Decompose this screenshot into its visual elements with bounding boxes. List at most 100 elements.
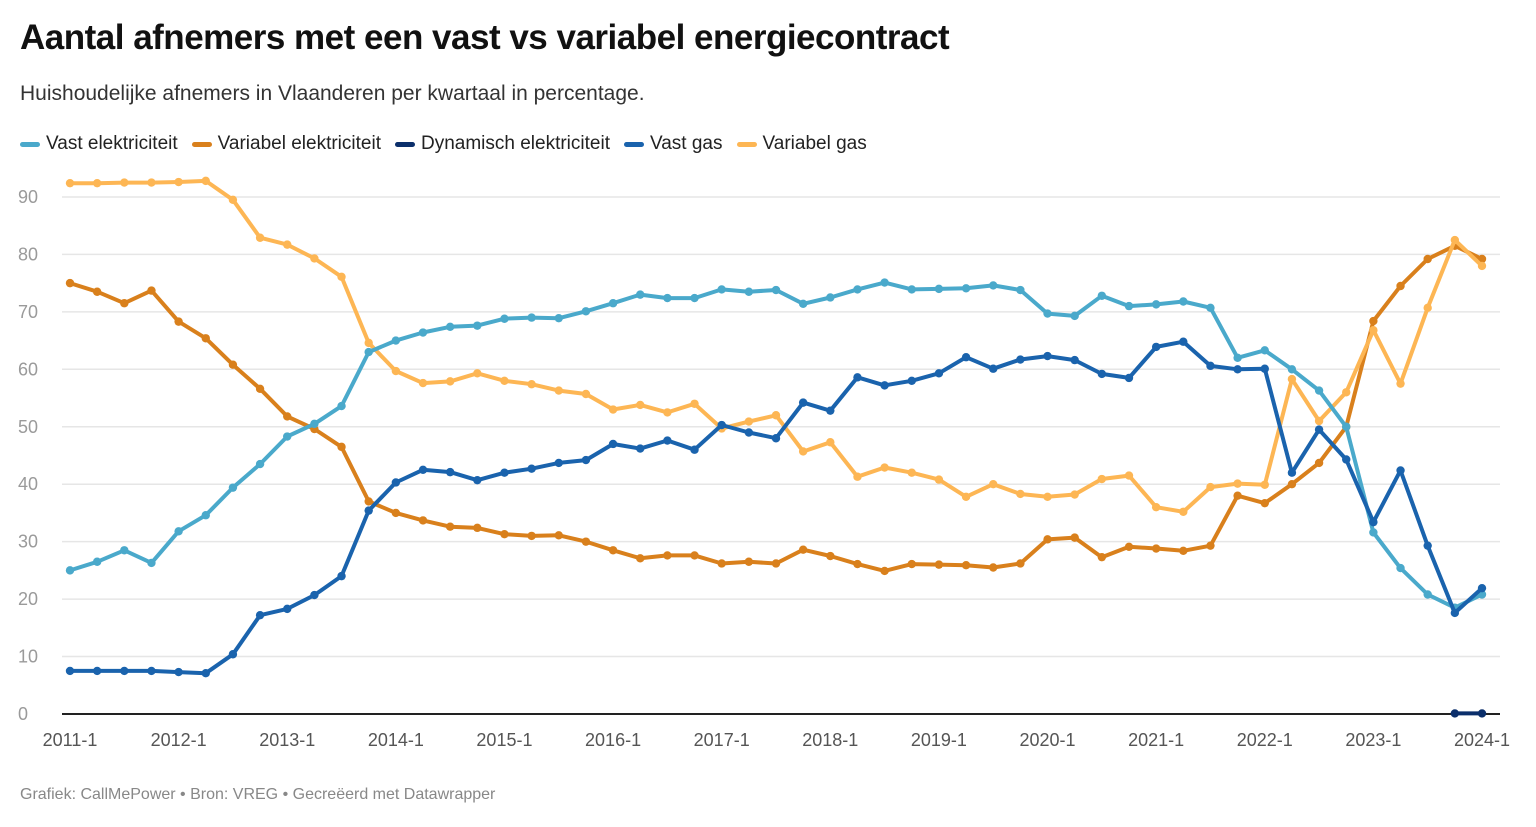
data-point[interactable] (717, 285, 726, 294)
data-point[interactable] (1179, 297, 1188, 306)
data-point[interactable] (364, 497, 373, 506)
data-point[interactable] (445, 322, 455, 331)
data-point[interactable] (1423, 541, 1432, 550)
data-point[interactable] (310, 590, 319, 600)
data-point[interactable] (1260, 480, 1269, 489)
data-point[interactable] (147, 666, 156, 676)
data-point[interactable] (934, 284, 944, 294)
data-point[interactable] (1477, 709, 1487, 718)
data-point[interactable] (1043, 492, 1052, 502)
data-point[interactable] (636, 444, 645, 453)
data-point[interactable] (744, 417, 754, 426)
data-point[interactable] (554, 386, 563, 395)
data-point[interactable] (1097, 291, 1107, 300)
data-point[interactable] (500, 314, 509, 323)
data-point[interactable] (826, 438, 835, 447)
data-point[interactable] (283, 240, 292, 249)
data-point[interactable] (283, 432, 292, 441)
data-point[interactable] (961, 353, 971, 362)
data-point[interactable] (581, 307, 591, 316)
data-point[interactable] (473, 523, 482, 533)
data-point[interactable] (1450, 235, 1460, 245)
data-point[interactable] (1260, 364, 1269, 373)
data-point[interactable] (608, 439, 618, 449)
data-point[interactable] (174, 317, 183, 326)
data-point[interactable] (554, 313, 563, 323)
data-point[interactable] (1043, 309, 1052, 318)
data-point[interactable] (201, 511, 210, 520)
data-point[interactable] (1396, 563, 1405, 573)
data-point[interactable] (989, 563, 998, 572)
data-point[interactable] (907, 285, 916, 294)
data-point[interactable] (1097, 552, 1107, 562)
data-point[interactable] (663, 436, 672, 445)
data-point[interactable] (120, 178, 129, 187)
data-point[interactable] (961, 492, 971, 502)
data-point[interactable] (527, 313, 536, 322)
data-point[interactable] (174, 667, 183, 677)
data-point[interactable] (663, 408, 672, 417)
data-point[interactable] (853, 472, 862, 481)
data-point[interactable] (228, 360, 238, 369)
data-point[interactable] (581, 389, 591, 399)
data-point[interactable] (174, 177, 183, 187)
data-point[interactable] (907, 559, 916, 569)
data-point[interactable] (1097, 369, 1107, 379)
data-point[interactable] (228, 195, 238, 205)
data-point[interactable] (65, 178, 75, 188)
data-point[interactable] (1396, 466, 1405, 475)
data-point[interactable] (445, 522, 455, 531)
data-point[interactable] (1423, 590, 1432, 599)
data-point[interactable] (1369, 528, 1378, 537)
data-point[interactable] (201, 176, 210, 186)
data-point[interactable] (527, 464, 536, 473)
data-point[interactable] (391, 336, 401, 345)
data-point[interactable] (65, 666, 75, 676)
data-point[interactable] (826, 293, 835, 302)
data-point[interactable] (255, 610, 265, 620)
data-point[interactable] (500, 529, 509, 539)
data-point[interactable] (92, 557, 102, 566)
data-point[interactable] (201, 334, 210, 343)
data-point[interactable] (1450, 608, 1460, 618)
data-point[interactable] (147, 558, 156, 568)
data-point[interactable] (120, 666, 129, 676)
data-point[interactable] (1124, 373, 1134, 383)
data-point[interactable] (608, 299, 618, 308)
data-point[interactable] (880, 463, 889, 472)
data-point[interactable] (853, 285, 862, 294)
data-point[interactable] (880, 566, 889, 576)
data-point[interactable] (1043, 351, 1052, 361)
data-point[interactable] (337, 272, 346, 282)
data-point[interactable] (473, 321, 482, 330)
data-point[interactable] (581, 537, 591, 546)
data-point[interactable] (934, 475, 944, 484)
data-point[interactable] (364, 506, 373, 515)
data-point[interactable] (283, 604, 292, 614)
data-point[interactable] (1097, 474, 1107, 484)
data-point[interactable] (690, 445, 699, 454)
data-point[interactable] (1287, 365, 1297, 374)
data-point[interactable] (989, 281, 998, 290)
data-point[interactable] (1396, 281, 1405, 291)
data-point[interactable] (1260, 498, 1269, 508)
data-point[interactable] (663, 551, 672, 560)
data-point[interactable] (1043, 535, 1052, 544)
data-point[interactable] (228, 483, 238, 492)
data-point[interactable] (120, 299, 129, 308)
data-point[interactable] (337, 571, 346, 581)
legend-item-variabel-gas[interactable]: Variabel gas (736, 133, 867, 155)
data-point[interactable] (65, 566, 75, 575)
data-point[interactable] (989, 364, 998, 373)
data-point[interactable] (445, 467, 455, 477)
data-point[interactable] (1233, 353, 1242, 363)
data-point[interactable] (310, 254, 319, 263)
legend-item-vast-gas[interactable]: Vast gas (623, 133, 723, 155)
data-point[interactable] (1179, 507, 1188, 516)
data-point[interactable] (310, 419, 319, 429)
data-point[interactable] (255, 384, 265, 394)
data-point[interactable] (1369, 326, 1378, 335)
data-point[interactable] (853, 559, 862, 569)
data-point[interactable] (1314, 425, 1324, 434)
data-point[interactable] (1206, 541, 1215, 550)
